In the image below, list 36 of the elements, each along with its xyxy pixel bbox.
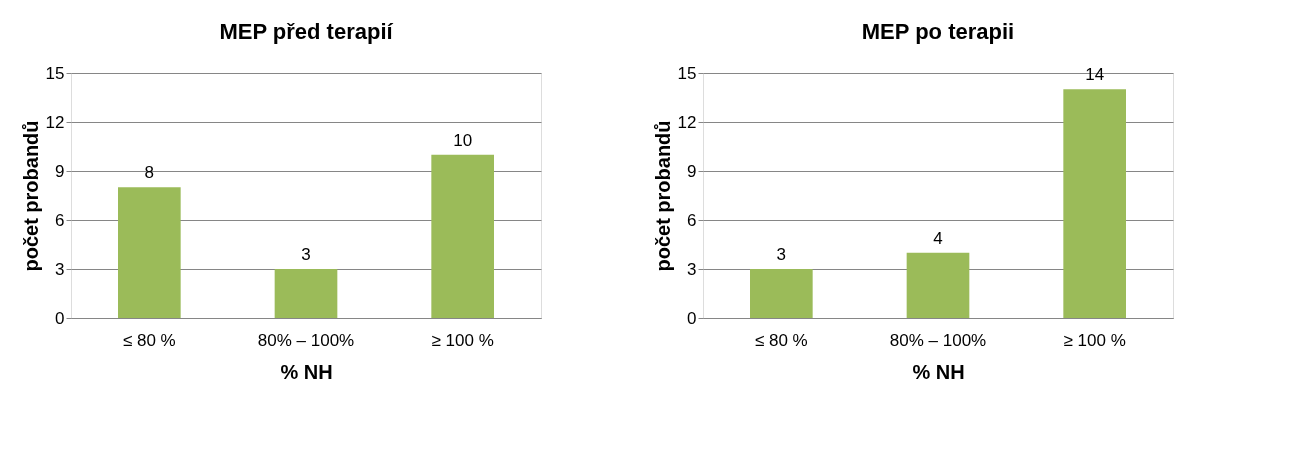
y-tick-label: 6 bbox=[55, 210, 65, 230]
y-tick-label: 0 bbox=[687, 308, 697, 328]
x-tick-label: ≤ 80 % bbox=[122, 330, 176, 350]
y-tick-label: 9 bbox=[55, 161, 65, 181]
y-tick-label: 0 bbox=[55, 308, 65, 328]
data-label: 3 bbox=[301, 245, 311, 264]
y-tick-label: 6 bbox=[687, 210, 697, 230]
data-label: 14 bbox=[1085, 65, 1105, 85]
y-tick-label: 9 bbox=[687, 161, 697, 181]
x-tick-label: ≥ 100 % bbox=[1063, 330, 1126, 350]
data-label: 3 bbox=[776, 245, 787, 264]
y-axis-title: počet probandů bbox=[19, 120, 42, 272]
y-tick-label: 3 bbox=[687, 259, 697, 279]
bar bbox=[431, 154, 494, 318]
chart-title: MEP před terapií bbox=[219, 19, 394, 44]
chart-title: MEP po terapii bbox=[861, 19, 1015, 44]
x-axis-title: % NH bbox=[912, 360, 965, 383]
x-tick-label: 80% – 100% bbox=[889, 330, 987, 350]
x-tick-label: ≥ 100 % bbox=[431, 330, 494, 350]
x-tick-label: 80% – 100% bbox=[257, 330, 355, 350]
y-tick-label: 3 bbox=[55, 259, 65, 279]
y-tick-label: 12 bbox=[677, 112, 697, 132]
data-label: 4 bbox=[933, 228, 943, 248]
bar bbox=[750, 269, 813, 318]
data-label: 8 bbox=[144, 163, 155, 183]
data-label: 10 bbox=[453, 130, 473, 150]
bar bbox=[1063, 89, 1126, 318]
y-axis-title: počet probandů bbox=[651, 120, 674, 272]
y-tick-label: 15 bbox=[45, 63, 65, 83]
x-axis-title: % NH bbox=[280, 360, 333, 383]
bar bbox=[274, 269, 338, 318]
y-tick-label: 12 bbox=[45, 112, 65, 132]
bar bbox=[118, 187, 181, 318]
x-tick-label: ≤ 80 % bbox=[754, 330, 808, 350]
y-tick-label: 15 bbox=[677, 63, 697, 83]
bar bbox=[906, 252, 970, 318]
